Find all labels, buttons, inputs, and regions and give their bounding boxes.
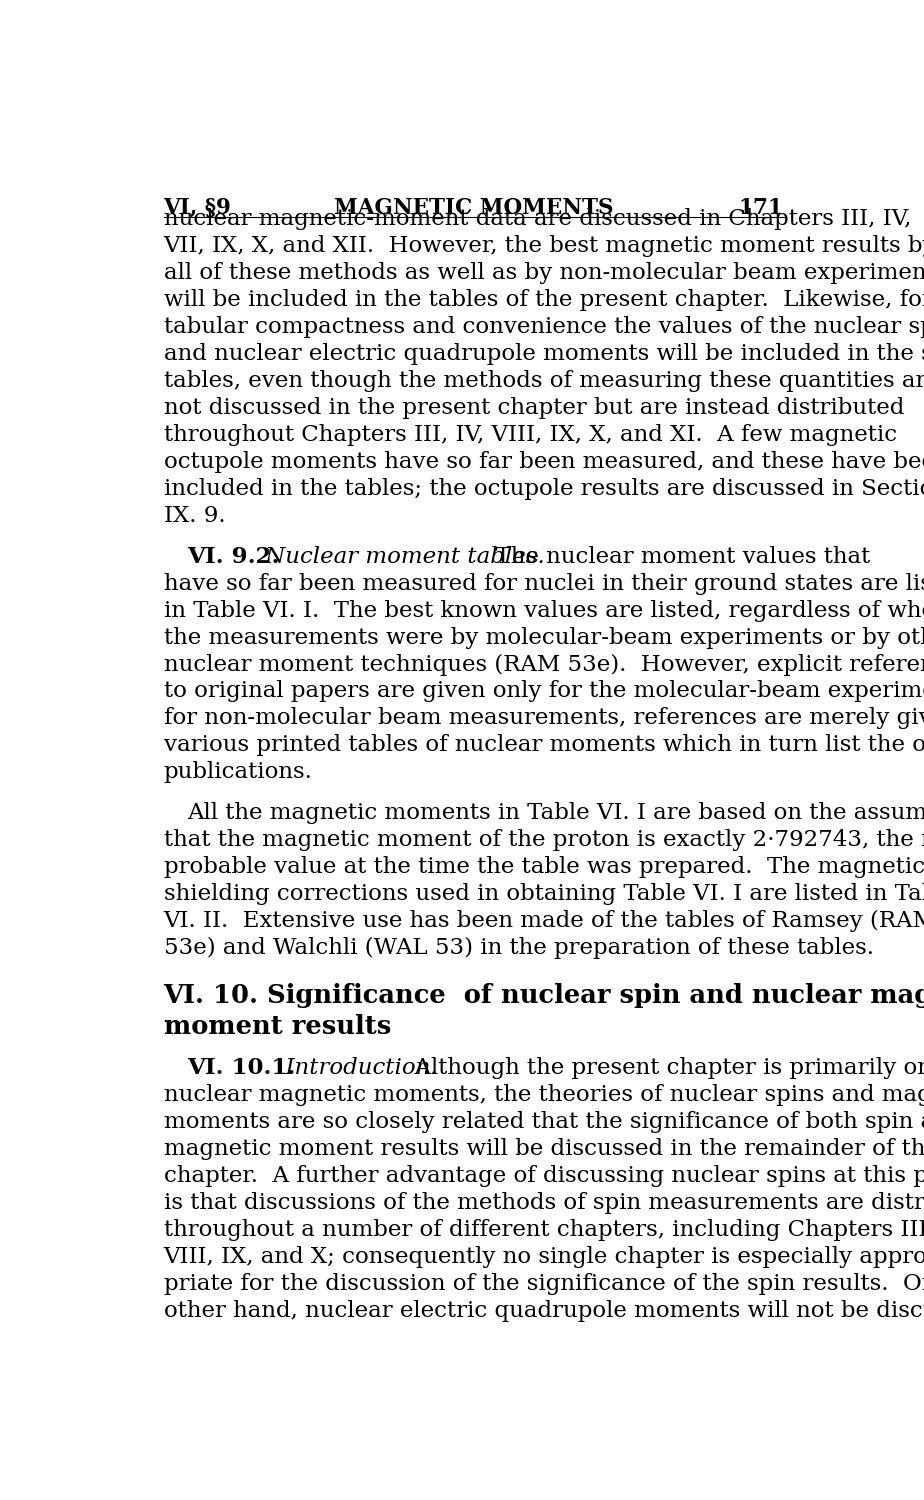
Text: for non-molecular beam measurements, references are merely given to: for non-molecular beam measurements, ref… [164,708,924,729]
Text: Nuclear moment tables.: Nuclear moment tables. [259,546,545,568]
Text: shielding corrections used in obtaining Table VI. I are listed in Table: shielding corrections used in obtaining … [164,884,924,904]
Text: the measurements were by molecular-beam experiments or by other: the measurements were by molecular-beam … [164,627,924,648]
Text: have so far been measured for nuclei in their ground states are listed: have so far been measured for nuclei in … [164,573,924,594]
Text: all of these methods as well as by non-molecular beam experiments: all of these methods as well as by non-m… [164,262,924,285]
Text: probable value at the time the table was prepared.  The magnetic: probable value at the time the table was… [164,856,924,877]
Text: octupole moments have so far been measured, and these have been: octupole moments have so far been measur… [164,452,924,472]
Text: other hand, nuclear electric quadrupole moments will not be discussed: other hand, nuclear electric quadrupole … [164,1299,924,1322]
Text: will be included in the tables of the present chapter.  Likewise, for: will be included in the tables of the pr… [164,290,924,312]
Text: All the magnetic moments in Table VI. I are based on the assumption: All the magnetic moments in Table VI. I … [187,802,924,824]
Text: 171: 171 [739,196,784,219]
Text: priate for the discussion of the significance of the spin results.  On the: priate for the discussion of the signifi… [164,1272,924,1294]
Text: VIII, IX, and X; consequently no single chapter is especially appro-: VIII, IX, and X; consequently no single … [164,1245,924,1268]
Text: tabular compactness and convenience the values of the nuclear spins: tabular compactness and convenience the … [164,316,924,339]
Text: and nuclear electric quadrupole moments will be included in the same: and nuclear electric quadrupole moments … [164,344,924,364]
Text: moments are so closely related that the significance of both spin and: moments are so closely related that the … [164,1112,924,1132]
Text: included in the tables; the octupole results are discussed in Section: included in the tables; the octupole res… [164,478,924,500]
Text: tables, even though the methods of measuring these quantities are: tables, even though the methods of measu… [164,370,924,392]
Text: nuclear magnetic-moment data are discussed in Chapters III, IV,: nuclear magnetic-moment data are discuss… [164,209,911,231]
Text: chapter.  A further advantage of discussing nuclear spins at this place: chapter. A further advantage of discussi… [164,1166,924,1186]
Text: throughout a number of different chapters, including Chapters III, IV,: throughout a number of different chapter… [164,1218,924,1240]
Text: VI. II.  Extensive use has been made of the tables of Ramsey (RAM: VI. II. Extensive use has been made of t… [164,910,924,932]
Text: not discussed in the present chapter but are instead distributed: not discussed in the present chapter but… [164,398,904,418]
Text: VI. 10. Significance  of nuclear spin and nuclear magnetic: VI. 10. Significance of nuclear spin and… [164,982,924,1008]
Text: throughout Chapters III, IV, VIII, IX, X, and XI.  A few magnetic: throughout Chapters III, IV, VIII, IX, X… [164,424,896,445]
Text: 53e) and Walchli (WAL 53) in the preparation of these tables.: 53e) and Walchli (WAL 53) in the prepara… [164,938,873,958]
Text: MAGNETIC MOMENTS: MAGNETIC MOMENTS [334,196,614,219]
Text: publications.: publications. [164,762,312,783]
Text: Although the present chapter is primarily on: Although the present chapter is primaril… [400,1058,924,1078]
Text: to original papers are given only for the molecular-beam experiments;: to original papers are given only for th… [164,681,924,702]
Text: nuclear magnetic moments, the theories of nuclear spins and magnetic: nuclear magnetic moments, the theories o… [164,1084,924,1106]
Text: moment results: moment results [164,1014,391,1040]
Text: VII, IX, X, and XII.  However, the best magnetic moment results by: VII, IX, X, and XII. However, the best m… [164,236,924,258]
Text: magnetic moment results will be discussed in the remainder of the: magnetic moment results will be discusse… [164,1138,924,1160]
Text: VI. 10.1.: VI. 10.1. [187,1058,295,1078]
Text: VI, §9: VI, §9 [164,196,231,219]
Text: that the magnetic moment of the proton is exactly 2·792743, the most: that the magnetic moment of the proton i… [164,830,924,850]
Text: The nuclear moment values that: The nuclear moment values that [480,546,870,568]
Text: Introduction.: Introduction. [271,1058,437,1078]
Text: is that discussions of the methods of spin measurements are distributed: is that discussions of the methods of sp… [164,1192,924,1214]
Text: VI. 9.2.: VI. 9.2. [187,546,279,568]
Text: nuclear moment techniques (RAM 53e).  However, explicit references: nuclear moment techniques (RAM 53e). How… [164,654,924,675]
Text: IX. 9.: IX. 9. [164,506,225,526]
Text: in Table VI. I.  The best known values are listed, regardless of whether: in Table VI. I. The best known values ar… [164,600,924,621]
Text: various printed tables of nuclear moments which in turn list the original: various printed tables of nuclear moment… [164,735,924,756]
